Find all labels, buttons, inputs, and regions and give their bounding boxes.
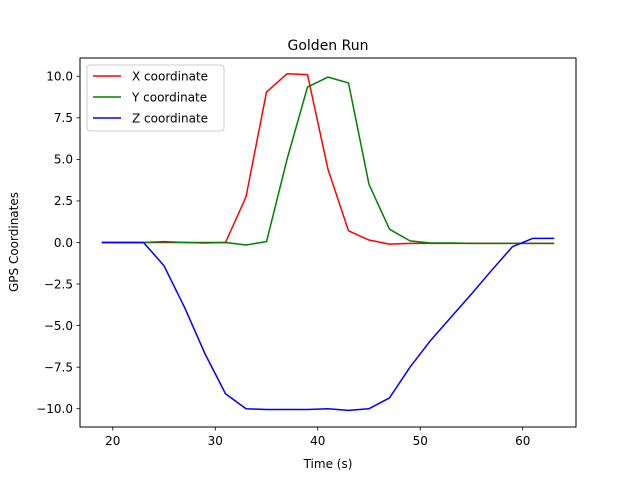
legend-label-1: X coordinate xyxy=(132,69,208,83)
y-axis-label: GPS Coordinates xyxy=(7,192,21,292)
y-tick-label: −10.0 xyxy=(36,402,73,416)
y-tick-label: 0.0 xyxy=(54,236,73,250)
y-tick-label: −7.5 xyxy=(44,360,73,374)
x-tick-label: 50 xyxy=(413,434,428,448)
plot-lines xyxy=(101,73,555,412)
chart-title: Golden Run xyxy=(288,38,369,54)
x-axis-ticks: 20 30 40 50 60 xyxy=(105,427,530,448)
series-line-3 xyxy=(101,237,555,412)
legend: X coordinate Y coordinate Z coordinate xyxy=(86,64,225,132)
x-tick-label: 60 xyxy=(515,434,530,448)
y-tick-label: 2.5 xyxy=(54,194,73,208)
y-axis-ticks: −10.0 −7.5 −5.0 −2.5 0.0 2.5 5.0 7.5 10.0 xyxy=(36,70,80,416)
y-tick-label: 10.0 xyxy=(46,70,73,84)
y-tick-label: −2.5 xyxy=(44,277,73,291)
x-tick-label: 40 xyxy=(310,434,325,448)
x-axis-label: Time (s) xyxy=(303,457,353,471)
x-tick-label: 20 xyxy=(105,434,120,448)
y-tick-label: 5.0 xyxy=(54,153,73,167)
legend-label-3: Z coordinate xyxy=(132,111,208,125)
legend-box xyxy=(86,64,225,132)
legend-label-2: Y coordinate xyxy=(131,90,207,104)
y-tick-label: −5.0 xyxy=(44,319,73,333)
x-tick-label: 30 xyxy=(208,434,223,448)
series-line-2 xyxy=(101,76,555,246)
y-tick-label: 7.5 xyxy=(54,111,73,125)
